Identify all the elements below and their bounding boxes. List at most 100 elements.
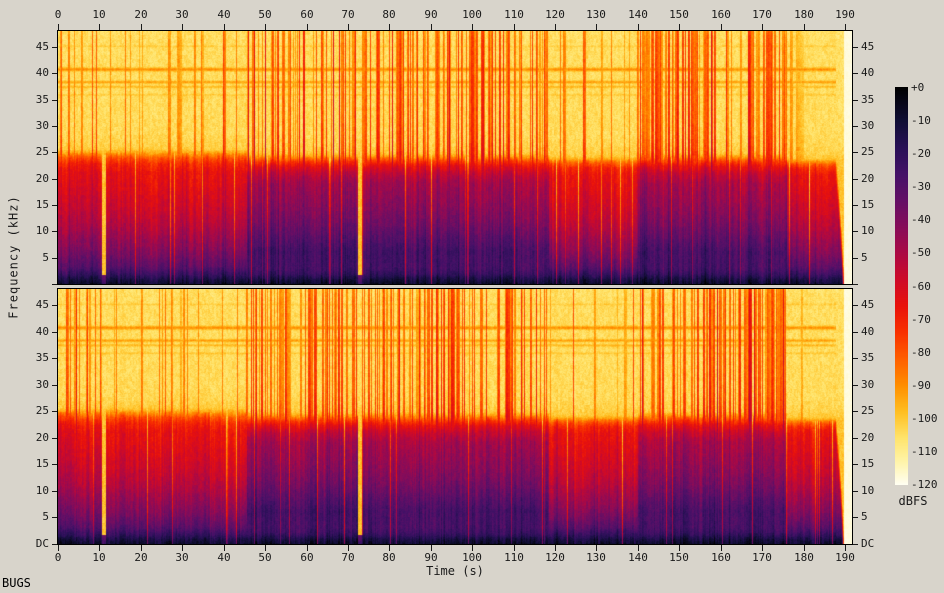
colorbar-tick-label: -70 <box>911 313 931 326</box>
freq-tick-mark-right <box>853 179 858 180</box>
time-tick-label-top: 170 <box>752 8 772 21</box>
time-tick-label-top: 180 <box>794 8 814 21</box>
colorbar-tick-label: -100 <box>911 412 938 425</box>
freq-tick-label-left: 25 <box>35 145 49 158</box>
time-tick-label-top: 90 <box>424 8 438 21</box>
freq-tick-mark-left <box>52 385 57 386</box>
time-tick-mark-bottom <box>721 545 722 551</box>
freq-tick-mark-left <box>52 438 57 439</box>
time-tick-mark-bottom <box>555 545 556 551</box>
freq-tick-mark-right <box>853 126 858 127</box>
freq-tick-label-right: 5 <box>861 510 868 523</box>
time-tick-label-top: 40 <box>217 8 231 21</box>
time-tick-mark-top <box>638 24 639 30</box>
time-tick-label-top: 60 <box>300 8 314 21</box>
time-tick-label-bottom: 190 <box>835 551 855 564</box>
freq-tick-mark-right <box>853 258 858 259</box>
time-tick-mark-top <box>265 24 266 30</box>
freq-tick-label-right: 15 <box>861 198 875 211</box>
time-tick-mark-bottom <box>679 545 680 551</box>
freq-tick-label-right: 25 <box>861 404 875 417</box>
freq-tick-label-left: 30 <box>35 378 49 391</box>
time-tick-mark-bottom <box>99 545 100 551</box>
colorbar-tick-label: -60 <box>911 280 931 293</box>
freq-tick-label-dc-right: DC <box>861 537 875 550</box>
freq-tick-mark-dc-left <box>52 284 57 285</box>
colorbar-tick-label: -30 <box>911 180 931 193</box>
freq-tick-label-left: 5 <box>42 510 49 523</box>
freq-tick-label-right: 40 <box>861 66 875 79</box>
freq-tick-label-left: 10 <box>35 224 49 237</box>
freq-tick-mark-dc-right <box>853 544 858 545</box>
time-tick-label-bottom: 160 <box>711 551 731 564</box>
time-tick-mark-bottom <box>845 545 846 551</box>
time-tick-mark-top <box>596 24 597 30</box>
time-tick-label-top: 130 <box>586 8 606 21</box>
time-tick-mark-top <box>182 24 183 30</box>
colorbar-tick-label: -120 <box>911 478 938 491</box>
freq-tick-mark-left <box>52 358 57 359</box>
freq-tick-mark-left <box>52 73 57 74</box>
freq-tick-label-right: 40 <box>861 325 875 338</box>
time-tick-mark-top <box>224 24 225 30</box>
freq-tick-mark-right <box>853 205 858 206</box>
freq-tick-label-left: 25 <box>35 404 49 417</box>
colorbar-tick-label: -40 <box>911 213 931 226</box>
freq-tick-label-right: 30 <box>861 119 875 132</box>
time-tick-mark-top <box>555 24 556 30</box>
freq-tick-mark-right <box>853 305 858 306</box>
time-tick-label-bottom: 170 <box>752 551 772 564</box>
time-tick-label-top: 10 <box>92 8 106 21</box>
colorbar-tick-label: -10 <box>911 114 931 127</box>
frequency-axis-label: Frequency (kHz) <box>6 195 21 319</box>
freq-tick-mark-dc-left <box>52 544 57 545</box>
time-tick-mark-bottom <box>224 545 225 551</box>
time-tick-label-bottom: 50 <box>258 551 272 564</box>
time-tick-mark-top <box>431 24 432 30</box>
time-tick-label-top: 100 <box>462 8 482 21</box>
freq-tick-label-right: 35 <box>861 351 875 364</box>
time-tick-mark-top <box>389 24 390 30</box>
time-tick-label-top: 80 <box>382 8 396 21</box>
time-tick-label-top: 140 <box>628 8 648 21</box>
freq-tick-mark-left <box>52 305 57 306</box>
time-tick-label-top: 20 <box>134 8 148 21</box>
time-tick-mark-bottom <box>514 545 515 551</box>
freq-tick-label-left: 35 <box>35 351 49 364</box>
freq-tick-mark-left <box>52 126 57 127</box>
time-tick-label-bottom: 180 <box>794 551 814 564</box>
freq-tick-mark-right <box>853 411 858 412</box>
time-axis-label: Time (s) <box>426 564 484 578</box>
freq-tick-label-left: 40 <box>35 325 49 338</box>
time-tick-mark-top <box>99 24 100 30</box>
time-tick-mark-bottom <box>472 545 473 551</box>
time-tick-mark-top <box>307 24 308 30</box>
freq-tick-label-left: 35 <box>35 93 49 106</box>
time-tick-mark-bottom <box>431 545 432 551</box>
time-tick-label-bottom: 0 <box>54 551 62 564</box>
freq-tick-mark-right <box>853 73 858 74</box>
freq-tick-mark-right <box>853 152 858 153</box>
freq-tick-label-right: 20 <box>861 431 875 444</box>
colorbar-tick-label: +0 <box>911 81 925 94</box>
time-tick-label-top: 110 <box>504 8 524 21</box>
freq-tick-label-left: 10 <box>35 484 49 497</box>
time-tick-mark-bottom <box>389 545 390 551</box>
freq-tick-mark-right <box>853 231 858 232</box>
time-tick-mark-top <box>348 24 349 30</box>
time-tick-mark-top <box>845 24 846 30</box>
freq-tick-label-right: 25 <box>861 145 875 158</box>
freq-tick-label-left: 40 <box>35 66 49 79</box>
freq-tick-mark-left <box>52 152 57 153</box>
freq-tick-label-left: 5 <box>42 251 49 264</box>
freq-tick-mark-left <box>52 332 57 333</box>
time-tick-label-top: 30 <box>175 8 189 21</box>
time-tick-mark-top <box>514 24 515 30</box>
time-tick-mark-top <box>472 24 473 30</box>
time-tick-mark-bottom <box>348 545 349 551</box>
time-tick-mark-bottom <box>596 545 597 551</box>
time-tick-label-bottom: 130 <box>586 551 606 564</box>
time-tick-label-bottom: 100 <box>462 551 482 564</box>
time-tick-label-bottom: 120 <box>545 551 565 564</box>
time-tick-mark-bottom <box>265 545 266 551</box>
